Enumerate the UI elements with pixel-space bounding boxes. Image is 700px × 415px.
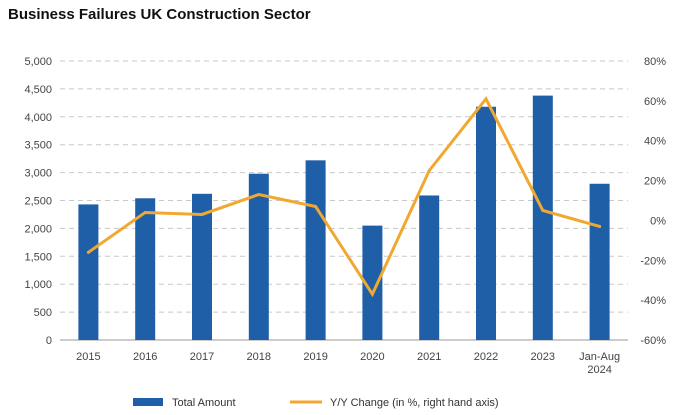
x-tick-label: 2016 — [133, 351, 157, 363]
left-tick-label: 1,500 — [24, 251, 52, 263]
left-tick-label: 3,500 — [24, 140, 52, 152]
right-tick-label: 80% — [644, 56, 666, 68]
bar — [192, 193, 212, 340]
bar — [476, 106, 496, 340]
line-point — [427, 169, 431, 173]
bar — [78, 204, 99, 340]
line-point — [86, 250, 90, 254]
line-point — [541, 208, 545, 212]
bar-series — [78, 95, 610, 340]
left-tick-label: 5,000 — [24, 56, 52, 68]
x-tick-label: Jan-Aug 2024 — [579, 351, 620, 376]
x-axis-ticks: 2015 2016 2017 2018 2019 2020 2021 2022 2023 Jan-… — [76, 351, 620, 376]
legend-label-bar: Total Amount — [172, 397, 236, 409]
x-tick-label: 2020 — [360, 351, 384, 363]
bar — [135, 198, 156, 340]
left-tick-label: 500 — [34, 307, 52, 319]
left-tick-label: 4,500 — [24, 84, 52, 96]
right-tick-label: 0% — [650, 215, 666, 227]
bar — [589, 183, 610, 340]
bar — [248, 173, 269, 340]
bar — [362, 225, 383, 340]
bar — [305, 160, 326, 340]
chart-title: Business Failures UK Construction Sector — [8, 6, 311, 23]
right-tick-label: 20% — [644, 176, 666, 188]
line-point — [484, 97, 488, 101]
x-tick-label: 2021 — [417, 351, 441, 363]
line-point — [143, 210, 147, 214]
line-series — [86, 96, 602, 298]
line-point — [598, 224, 602, 228]
left-tick-label: 2,000 — [24, 223, 52, 235]
x-tick-label: 2022 — [474, 351, 498, 363]
line-point — [370, 292, 374, 296]
legend: Total Amount Y/Y Change (in %, right hand… — [133, 397, 499, 409]
legend-swatch-bar — [133, 398, 163, 406]
legend-label-line: Y/Y Change (in %, right hand axis) — [330, 397, 499, 409]
right-axis-ticks: -60% -40% -20% 0% 20% 40% 60% 80% — [640, 56, 666, 347]
x-tick-label: 2019 — [303, 351, 327, 363]
x-tick-label: 2015 — [76, 351, 100, 363]
x-tick-label: 2017 — [190, 351, 214, 363]
left-tick-label: 2,500 — [24, 196, 52, 208]
left-tick-label: 4,000 — [24, 112, 52, 124]
right-tick-label: 40% — [644, 136, 666, 148]
x-tick-label: 2023 — [531, 351, 555, 363]
right-tick-label: -60% — [640, 335, 666, 347]
left-axis-ticks: 0 500 1,000 1,500 2,000 2,500 3,000 3,500 4,000 4… — [24, 56, 52, 347]
left-tick-label: 0 — [46, 335, 52, 347]
line-path — [86, 96, 602, 298]
x-tick-label: 2018 — [247, 351, 271, 363]
line-point — [314, 204, 318, 208]
left-tick-label: 1,000 — [24, 279, 52, 291]
bar — [532, 95, 553, 340]
line-point — [257, 193, 261, 197]
right-tick-label: 60% — [644, 96, 666, 108]
right-tick-label: -40% — [640, 295, 666, 307]
left-tick-label: 3,000 — [24, 168, 52, 180]
bar — [419, 195, 440, 340]
right-tick-label: -20% — [640, 255, 666, 267]
line-point — [200, 212, 204, 216]
